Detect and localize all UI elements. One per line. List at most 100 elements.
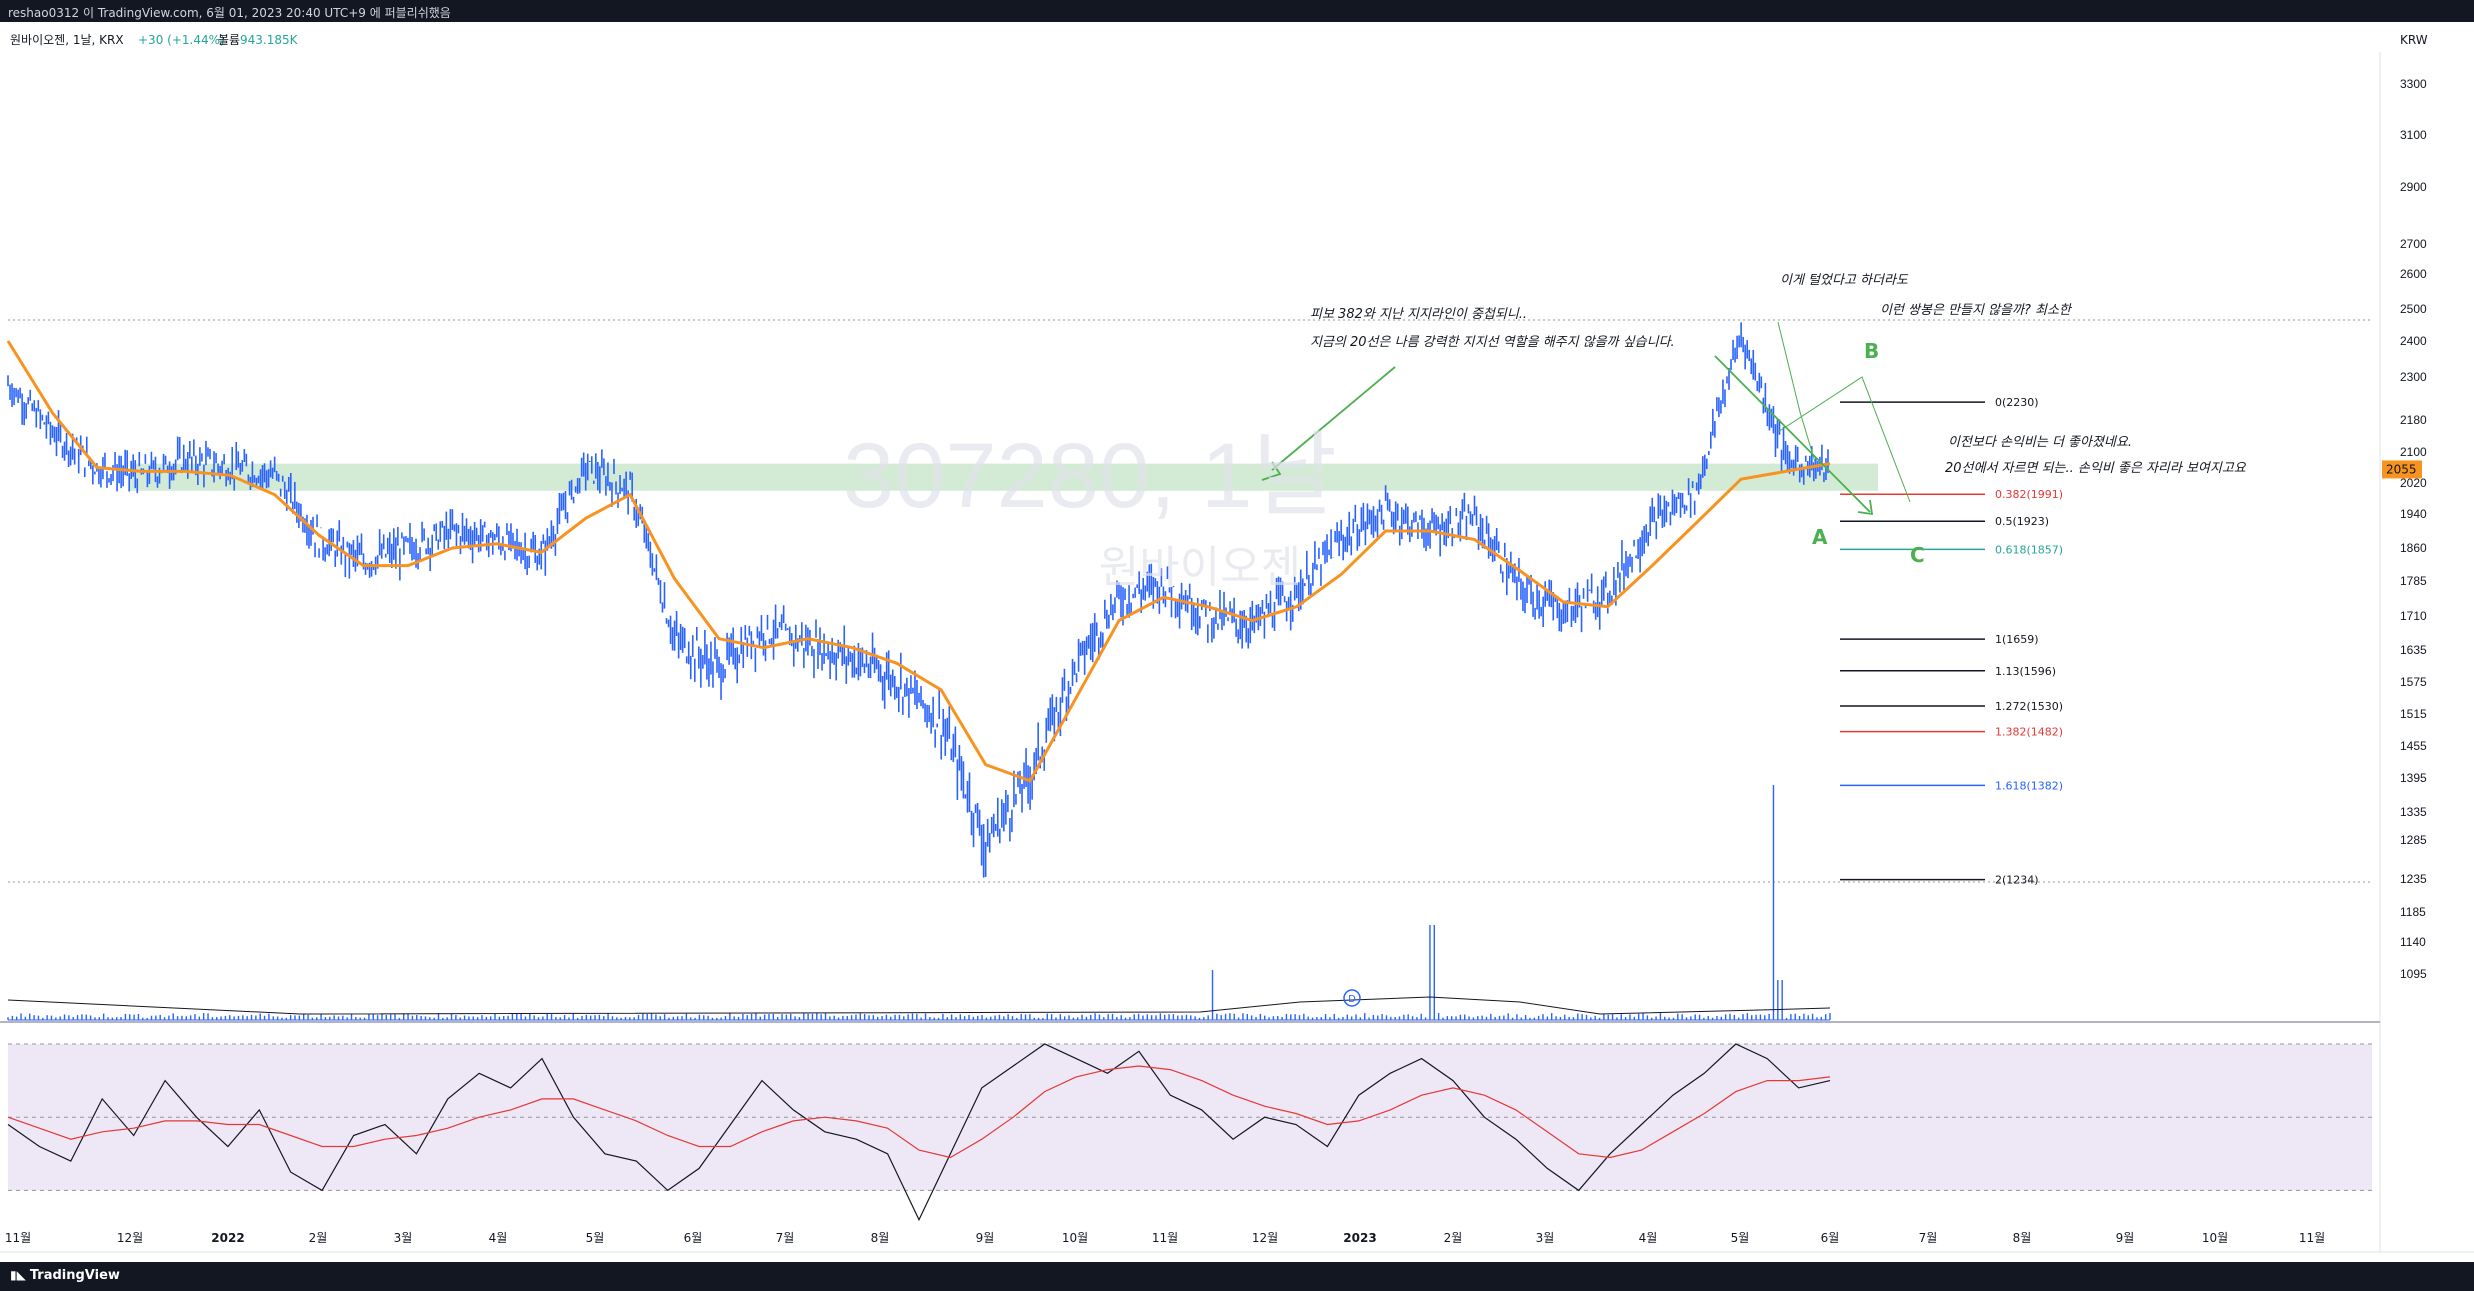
legend: 원바이오젠, 1날, KRX +30 (+1.44%) 볼륨 943.185K …	[10, 33, 2428, 47]
publish-caption-bar: reshao0312 이 TradingView.com, 6월 01, 202…	[0, 0, 2474, 22]
price-tick-label: 2600	[2400, 267, 2427, 281]
fib-label: 1.13(1596)	[1995, 665, 2056, 678]
price-tick-label: 1710	[2400, 609, 2427, 623]
time-tick-label: 2월	[1444, 1231, 1463, 1245]
time-tick-label: 12월	[1252, 1231, 1278, 1245]
chart-canvas[interactable]: 0(2230) 0.382(1991) 0.5(1923) 0.618(1857) 1(…	[0, 22, 2474, 1262]
dividend-marker-label: D	[1348, 994, 1356, 1005]
time-tick-label: 9월	[2116, 1231, 2135, 1245]
price-tick-label: 1335	[2400, 805, 2427, 819]
time-tick-label: 5월	[586, 1231, 605, 1245]
publish-caption: reshao0312 이 TradingView.com, 6월 01, 202…	[8, 6, 451, 20]
tv-logo-icon: ▮◣	[10, 1268, 26, 1282]
price-tick-label: 2100	[2400, 445, 2427, 459]
price-tick-label: 2700	[2400, 237, 2427, 251]
abc-wave	[1777, 321, 1816, 463]
price-tick-label: 1095	[2400, 967, 2427, 981]
last-price-badge	[2382, 460, 2422, 479]
price-tick-label: 2500	[2400, 302, 2427, 316]
fib-label: 1(1659)	[1995, 633, 2039, 646]
price-tick-label: 2300	[2400, 370, 2427, 384]
watermark-name: 원바이오젠	[1099, 542, 1301, 593]
gridlines	[8, 319, 2372, 883]
time-tick-label: 9월	[976, 1231, 995, 1245]
price-change: +30 (+1.44%)	[138, 33, 225, 47]
time-tick-label: 6월	[684, 1231, 703, 1245]
price-tick-label: 2900	[2400, 180, 2427, 194]
time-tick-label: 4월	[489, 1231, 508, 1245]
tradingview-logo[interactable]: ▮◣ TradingView	[10, 1268, 120, 1283]
price-tick-label: 1235	[2400, 872, 2427, 886]
fib-label: 2(1234)	[1995, 874, 2039, 887]
time-tick-label: 11월	[2299, 1231, 2325, 1245]
volume-value: 943.185K	[240, 33, 299, 47]
time-tick-label: 11월	[5, 1231, 31, 1245]
rsi-ma-line	[7, 1065, 1831, 1159]
price-tick-label: 2180	[2400, 413, 2427, 427]
annotation-text: 이전보다 손익비는 더 좋아졌네요.	[1948, 435, 2132, 450]
price-tick-label: 3100	[2400, 128, 2427, 142]
price-tick-label: 1285	[2400, 833, 2427, 847]
axes: 3300 3100 2900 2700 2600 2500 2400 2300 2180 2100…	[0, 52, 2474, 1253]
annotation-arrow	[1714, 355, 1871, 513]
arrow-head-1	[1261, 461, 1282, 481]
time-tick-label: 3월	[1536, 1231, 1555, 1245]
fib-label: 0(2230)	[1995, 396, 2039, 409]
time-tick-label: 7월	[1919, 1231, 1938, 1245]
time-tick-label: 3월	[394, 1231, 413, 1245]
rsi-line	[7, 1043, 1831, 1222]
fib-label: 1.382(1482)	[1995, 726, 2063, 739]
annotation-text: 지금의 20선은 나름 강력한 지지선 역할을 해주지 않을까 싶습니다.	[1310, 335, 1675, 350]
price-tick-label: 1455	[2400, 739, 2427, 753]
time-tick-label: 2월	[309, 1231, 328, 1245]
time-tick-label: 6월	[1821, 1231, 1840, 1245]
volume-ma-line	[7, 996, 1831, 1015]
time-tick-label: 7월	[776, 1231, 795, 1245]
volume-label: 볼륨	[218, 33, 240, 47]
time-tick-label: 2022	[211, 1231, 244, 1245]
annotation-text: 이런 쌍봉은 만들지 않을까? 최소한	[1880, 303, 2073, 318]
price-tick-label: 1940	[2400, 507, 2427, 521]
wave-label: C	[1910, 543, 1925, 567]
fib-label: 0.5(1923)	[1995, 515, 2049, 528]
wave-label: A	[1812, 525, 1828, 549]
price-tick-label: 2020	[2400, 476, 2427, 490]
price-tick-label: 1785	[2400, 574, 2427, 588]
fib-label: 1.272(1530)	[1995, 700, 2063, 713]
dividend-marker	[1343, 989, 1361, 1007]
time-tick-label: 8월	[871, 1231, 890, 1245]
time-tick-label: 11월	[1152, 1231, 1178, 1245]
abc-projection	[1777, 376, 1911, 503]
price-tick-label: 1395	[2400, 771, 2427, 785]
time-tick-label: 10월	[2202, 1231, 2228, 1245]
fib-label: 1.618(1382)	[1995, 779, 2063, 792]
price-bars	[7, 322, 1829, 878]
time-tick-label: 5월	[1731, 1231, 1750, 1245]
annotations: 피보 382와 지난 지지라인이 중첩되니.. 지금의 20선은 나름 강력한 지…	[1261, 273, 2247, 567]
last-price-text: 2055	[2386, 462, 2417, 476]
price-tick-label: 3300	[2400, 77, 2427, 91]
price-tick-label: 1515	[2400, 707, 2427, 721]
arrow-head-2	[1857, 499, 1874, 516]
footer-bar: ▮◣ TradingView	[0, 1262, 2474, 1291]
annotation-text: 이게 털었다고 하더라도	[1780, 273, 1909, 288]
time-tick-label: 10월	[1062, 1231, 1088, 1245]
annotation-text: 20선에서 자르면 되는.. 손익비 좋은 자리라 보여지고요	[1945, 461, 2247, 476]
price-tick-label: 2400	[2400, 334, 2427, 348]
time-tick-label: 4월	[1639, 1231, 1658, 1245]
time-tick-label: 8월	[2013, 1231, 2032, 1245]
price-tick-label: 1635	[2400, 643, 2427, 657]
support-zone	[130, 463, 1878, 491]
price-tick-label: 1185	[2400, 905, 2426, 919]
price-tick-label: 1575	[2400, 675, 2427, 689]
fib-label: 0.618(1857)	[1995, 543, 2063, 556]
watermark-symbol: 307280, 1날	[843, 425, 1337, 527]
symbol-line: 원바이오젠, 1날, KRX	[10, 33, 124, 47]
volume-pane: 2.528M943.185KD	[7, 785, 2437, 1021]
annotation-arrow	[1271, 366, 1396, 471]
brand-text: TradingView	[29, 1268, 120, 1283]
ma20-line	[6, 340, 1831, 783]
time-tick-label: 12월	[117, 1231, 143, 1245]
fib-levels: 0(2230) 0.382(1991) 0.5(1923) 0.618(1857) 1(…	[1840, 396, 2063, 887]
